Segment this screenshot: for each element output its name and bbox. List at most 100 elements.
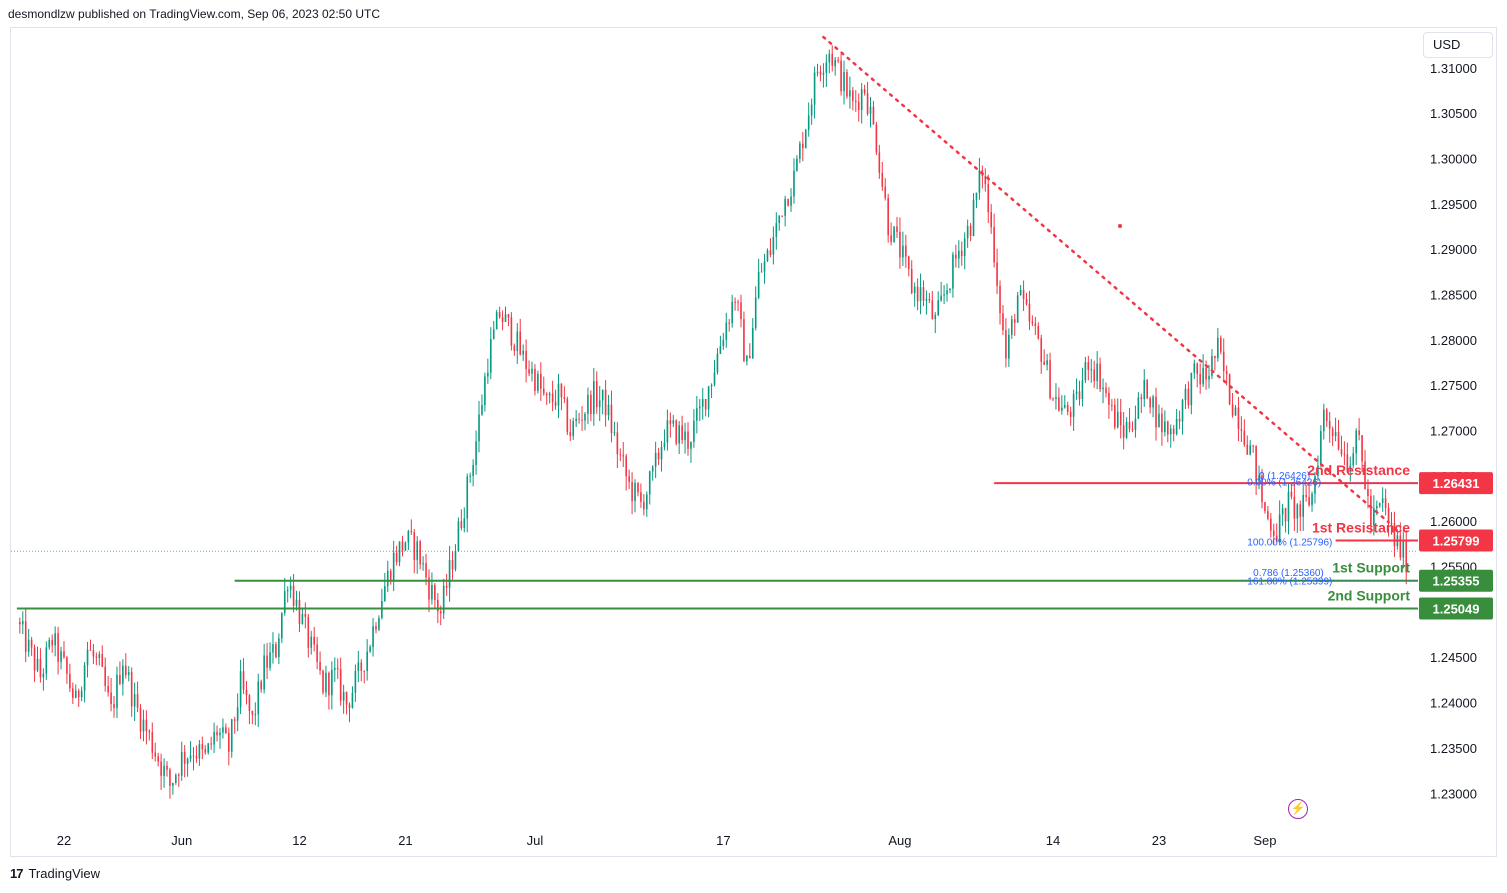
- candle-body: [448, 559, 451, 588]
- candle-body: [1381, 498, 1384, 503]
- candle-body: [634, 482, 636, 502]
- candle-body: [940, 295, 942, 301]
- candle-body: [1208, 375, 1210, 380]
- candle-body: [1166, 421, 1169, 435]
- candle-body: [381, 601, 383, 618]
- candle-body: [1322, 409, 1325, 432]
- candle-body: [272, 644, 274, 653]
- candle-body: [245, 689, 248, 696]
- candle-body: [1102, 387, 1104, 390]
- candle-body: [95, 656, 98, 659]
- candle-body: [757, 271, 760, 298]
- candle-body: [242, 671, 245, 690]
- candle-body: [687, 431, 689, 449]
- candle-body: [1281, 508, 1284, 515]
- candle-body: [1193, 363, 1196, 373]
- candle-body: [772, 236, 775, 255]
- candle-body: [890, 235, 892, 243]
- candle-body: [363, 670, 366, 672]
- y-tick-label: 1.23000: [1430, 786, 1477, 801]
- candle-body: [175, 774, 177, 783]
- candle-body: [1122, 425, 1125, 438]
- candle-body: [1375, 505, 1378, 509]
- candle-body: [737, 302, 739, 304]
- candle-body: [825, 62, 828, 73]
- candle-body: [266, 655, 268, 668]
- candle-body: [684, 431, 686, 440]
- candle-body: [313, 636, 315, 645]
- candle-body: [495, 312, 498, 330]
- candle-body: [1370, 495, 1372, 526]
- lightning-icon[interactable]: ⚡: [1288, 799, 1308, 819]
- candle-body: [392, 552, 395, 582]
- candle-body: [734, 301, 736, 303]
- candle-body: [952, 254, 954, 289]
- candle-body: [863, 89, 866, 94]
- candle-body: [1128, 421, 1131, 429]
- candle-body: [1199, 373, 1201, 385]
- candle-body: [437, 599, 439, 612]
- candle-body: [501, 317, 504, 322]
- candle-body: [1169, 428, 1172, 435]
- candle-body: [969, 225, 972, 236]
- candle-body: [613, 432, 616, 434]
- candle-body: [893, 226, 895, 243]
- candle-body: [1016, 295, 1019, 323]
- candle-body: [1219, 337, 1222, 352]
- candle-body: [48, 639, 51, 648]
- candle-body: [581, 419, 583, 421]
- candle-body: [148, 731, 151, 733]
- candle-body: [916, 286, 919, 302]
- candle-body: [86, 649, 89, 666]
- candle-body: [902, 245, 904, 258]
- candle-body: [1134, 418, 1137, 431]
- candle-body: [778, 215, 781, 224]
- candle-body: [1155, 396, 1157, 428]
- candle-body: [551, 393, 554, 403]
- candle-body: [1081, 380, 1084, 400]
- candle-body: [1334, 432, 1337, 437]
- candle-body: [425, 563, 427, 578]
- candle-body: [295, 599, 298, 606]
- candle-body: [130, 672, 133, 707]
- candle-body: [110, 692, 112, 705]
- candle-body: [881, 172, 884, 187]
- candle-body: [622, 455, 625, 457]
- candle-body: [534, 368, 536, 391]
- y-tick-label: 1.29000: [1430, 242, 1477, 257]
- candle-body: [1187, 388, 1190, 406]
- candle-body: [413, 532, 416, 560]
- candle-body: [1178, 418, 1181, 422]
- candle-body: [578, 418, 580, 420]
- candle-body: [77, 690, 80, 698]
- candle-body: [301, 613, 304, 625]
- candle-body: [799, 143, 801, 159]
- candle-body: [866, 93, 869, 114]
- candle-body: [136, 694, 139, 708]
- candle-body: [504, 314, 507, 322]
- candle-body: [931, 300, 934, 319]
- candle-body: [716, 353, 719, 373]
- candle-body: [640, 492, 642, 502]
- candle-body: [928, 298, 931, 301]
- candle-body: [278, 638, 280, 658]
- candle-body: [1158, 413, 1160, 428]
- currency-button[interactable]: USD: [1423, 32, 1493, 58]
- candle-body: [1196, 363, 1199, 374]
- candle-body: [710, 384, 713, 387]
- candle-body: [813, 72, 816, 105]
- footer-brand[interactable]: TradingView: [28, 866, 101, 881]
- candle-body: [492, 329, 495, 339]
- candle-body: [1255, 445, 1257, 482]
- candle-body: [1328, 421, 1331, 429]
- candle-body: [1131, 428, 1134, 431]
- candle-body: [183, 751, 186, 764]
- price-tag: [1419, 597, 1493, 620]
- candle-body: [510, 317, 513, 346]
- candle-body: [784, 198, 786, 216]
- candle-body: [322, 670, 324, 693]
- candle-body: [704, 399, 707, 410]
- candle-body: [260, 681, 263, 690]
- candle-body: [751, 327, 754, 359]
